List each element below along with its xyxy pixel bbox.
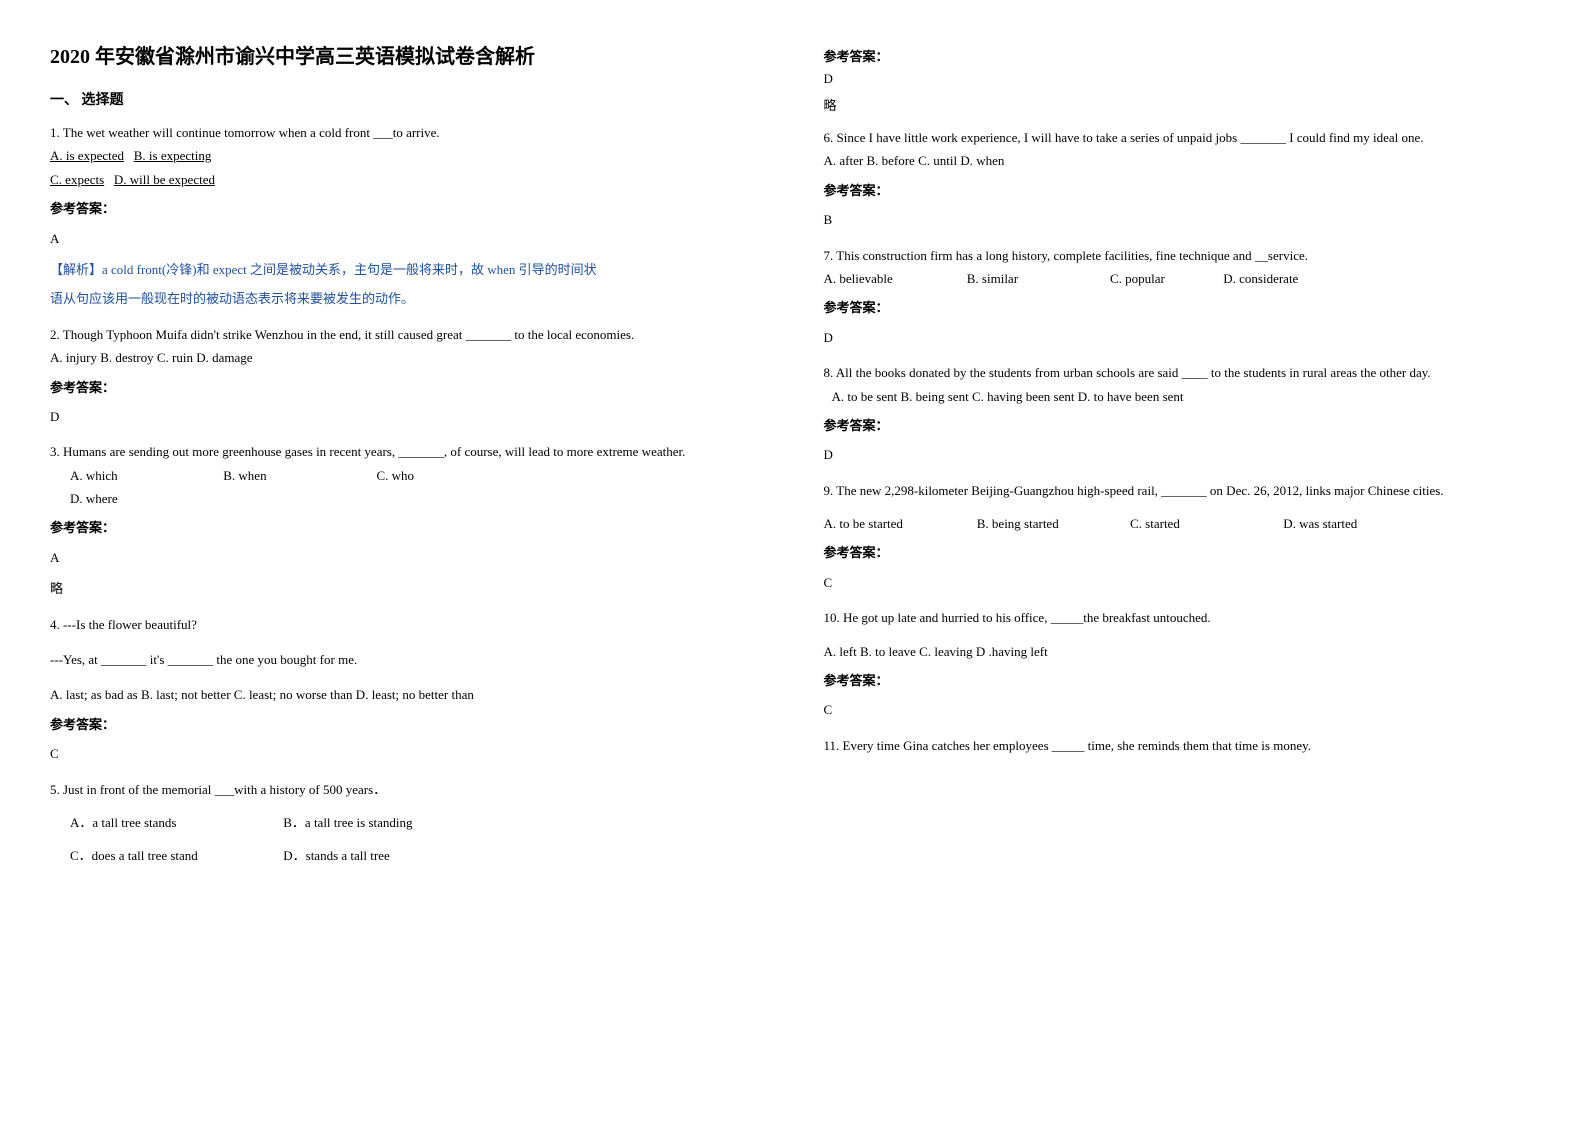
question-4: 4. ---Is the flower beautiful? ---Yes, a…: [50, 613, 764, 766]
q1-answer: A: [50, 227, 764, 250]
q7-opts: A. believable B. similar C. popular D. c…: [824, 267, 1538, 290]
q10-opts: A. left B. to leave C. leaving D .having…: [824, 640, 1538, 663]
q4-opts: A. last; as bad as B. last; not better C…: [50, 683, 764, 706]
answer-label: 参考答案：: [50, 376, 764, 399]
q1-text: 1. The wet weather will continue tomorro…: [50, 121, 764, 144]
q8-opts: A. to be sent B. being sent C. having be…: [824, 385, 1538, 408]
q5-text: 5. Just in front of the memorial ___with…: [50, 778, 764, 801]
q9-text: 9. The new 2,298-kilometer Beijing-Guang…: [824, 479, 1538, 502]
q9-opts: A. to be started B. being started C. sta…: [824, 512, 1538, 535]
q2-opts: A. injury B. destroy C. ruin D. damage: [50, 346, 764, 369]
question-1: 1. The wet weather will continue tomorro…: [50, 121, 764, 311]
q5-opts-row1: A．a tall tree stands B．a tall tree is st…: [50, 811, 764, 834]
question-6: 6. Since I have little work experience, …: [824, 126, 1538, 232]
q7-opt-c: C. popular: [1110, 267, 1190, 290]
answer-label: 参考答案：: [824, 414, 1538, 437]
question-5: 5. Just in front of the memorial ___with…: [50, 778, 764, 868]
q1-opt-a: A. is expected: [50, 148, 124, 163]
question-10: 10. He got up late and hurried to his of…: [824, 606, 1538, 722]
q5-opt-b: B．a tall tree is standing: [283, 811, 412, 834]
question-3: 3. Humans are sending out more greenhous…: [50, 440, 764, 600]
q3-opt-d: D. where: [70, 487, 118, 510]
question-11: 11. Every time Gina catches her employee…: [824, 734, 1538, 757]
q9-opt-d: D. was started: [1283, 512, 1357, 535]
q4-answer: C: [50, 742, 764, 765]
q3-opt-a: A. which: [70, 464, 190, 487]
q1-opt-d: D. will be expected: [114, 172, 215, 187]
q9-opt-c: C. started: [1130, 512, 1250, 535]
q1-opt-c: C. expects: [50, 172, 104, 187]
q7-answer: D: [824, 326, 1538, 349]
q3-opts-row1: A. which B. when C. who: [50, 464, 764, 487]
q1-expl1: 【解析】a cold front(冷锋)和 expect 之间是被动关系，主句是…: [50, 258, 764, 281]
q5-answer: D: [824, 71, 1538, 87]
q8-text: 8. All the books donated by the students…: [824, 361, 1538, 384]
q6-text: 6. Since I have little work experience, …: [824, 126, 1538, 149]
q4-text2: ---Yes, at _______ it's _______ the one …: [50, 648, 764, 671]
q5-lue: 略: [824, 95, 1538, 114]
answer-label: 参考答案：: [824, 541, 1538, 564]
q2-text: 2. Though Typhoon Muifa didn't strike We…: [50, 323, 764, 346]
q3-lue: 略: [50, 577, 764, 600]
q5-opt-a: A．a tall tree stands: [70, 811, 250, 834]
answer-label: 参考答案：: [824, 296, 1538, 319]
q9-answer: C: [824, 571, 1538, 594]
answer-label: 参考答案：: [824, 179, 1538, 202]
q6-answer: B: [824, 208, 1538, 231]
q3-answer: A: [50, 546, 764, 569]
answer-label: 参考答案：: [50, 197, 764, 220]
q2-answer: D: [50, 405, 764, 428]
q1-expl2: 语从句应该用一般现在时的被动语态表示将来要被发生的动作。: [50, 287, 764, 310]
q4-text1: 4. ---Is the flower beautiful?: [50, 613, 764, 636]
q10-text: 10. He got up late and hurried to his of…: [824, 606, 1538, 629]
question-9: 9. The new 2,298-kilometer Beijing-Guang…: [824, 479, 1538, 595]
q1-opts-row2: C. expects D. will be expected: [50, 168, 764, 191]
q7-opt-b: B. similar: [967, 267, 1077, 290]
q10-answer: C: [824, 698, 1538, 721]
q3-opt-b: B. when: [223, 464, 343, 487]
left-column: 2020 年安徽省滁州市谕兴中学高三英语模拟试卷含解析 一、 选择题 1. Th…: [50, 40, 764, 880]
q9-opt-a: A. to be started: [824, 512, 944, 535]
q7-opt-a: A. believable: [824, 267, 934, 290]
q5-opts-row2: C．does a tall tree stand D．stands a tall…: [50, 844, 764, 867]
question-8: 8. All the books donated by the students…: [824, 361, 1538, 467]
answer-label: 参考答案：: [50, 713, 764, 736]
q6-opts: A. after B. before C. until D. when: [824, 149, 1538, 172]
q5-opt-d: D．stands a tall tree: [283, 844, 390, 867]
q9-opt-b: B. being started: [977, 512, 1097, 535]
q7-opt-d: D. considerate: [1223, 267, 1298, 290]
q7-text: 7. This construction firm has a long his…: [824, 244, 1538, 267]
q1-opt-b: B. is expecting: [134, 148, 212, 163]
question-2: 2. Though Typhoon Muifa didn't strike We…: [50, 323, 764, 429]
right-column: 参考答案： D 略 6. Since I have little work ex…: [824, 40, 1538, 880]
q3-opts-row2: D. where: [50, 487, 764, 510]
section-one-heading: 一、 选择题: [50, 89, 764, 109]
q11-text: 11. Every time Gina catches her employee…: [824, 734, 1538, 757]
q3-text: 3. Humans are sending out more greenhous…: [50, 440, 764, 463]
question-7: 7. This construction firm has a long his…: [824, 244, 1538, 350]
page-title: 2020 年安徽省滁州市谕兴中学高三英语模拟试卷含解析: [50, 40, 764, 69]
answer-label: 参考答案：: [824, 46, 1538, 65]
q8-answer: D: [824, 443, 1538, 466]
q3-opt-c: C. who: [377, 464, 415, 487]
q5-opt-c: C．does a tall tree stand: [70, 844, 250, 867]
answer-label: 参考答案：: [824, 669, 1538, 692]
answer-label: 参考答案：: [50, 516, 764, 539]
q1-opts-row1: A. is expected B. is expecting: [50, 144, 764, 167]
